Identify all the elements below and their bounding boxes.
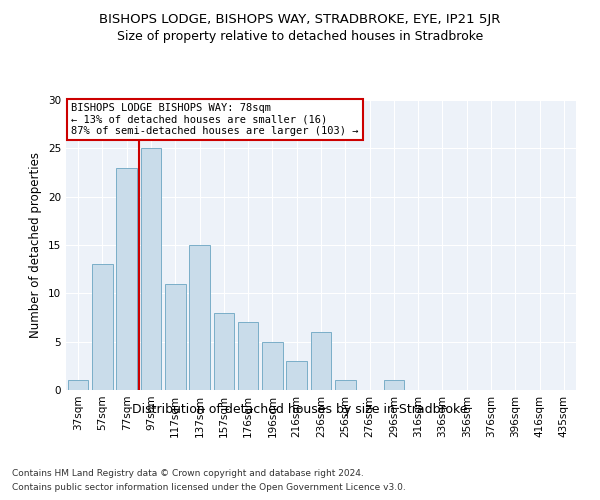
Bar — [214, 312, 234, 390]
Text: BISHOPS LODGE, BISHOPS WAY, STRADBROKE, EYE, IP21 5JR: BISHOPS LODGE, BISHOPS WAY, STRADBROKE, … — [100, 12, 500, 26]
Bar — [383, 380, 404, 390]
Bar — [92, 264, 113, 390]
Bar — [140, 148, 161, 390]
Bar — [116, 168, 137, 390]
Y-axis label: Number of detached properties: Number of detached properties — [29, 152, 43, 338]
Text: BISHOPS LODGE BISHOPS WAY: 78sqm
← 13% of detached houses are smaller (16)
87% o: BISHOPS LODGE BISHOPS WAY: 78sqm ← 13% o… — [71, 103, 359, 136]
Text: Distribution of detached houses by size in Stradbroke: Distribution of detached houses by size … — [132, 402, 468, 415]
Text: Contains HM Land Registry data © Crown copyright and database right 2024.: Contains HM Land Registry data © Crown c… — [12, 468, 364, 477]
Bar — [68, 380, 88, 390]
Bar — [262, 342, 283, 390]
Bar — [238, 322, 259, 390]
Bar — [311, 332, 331, 390]
Bar — [286, 361, 307, 390]
Bar — [165, 284, 185, 390]
Bar — [335, 380, 356, 390]
Text: Contains public sector information licensed under the Open Government Licence v3: Contains public sector information licen… — [12, 484, 406, 492]
Text: Size of property relative to detached houses in Stradbroke: Size of property relative to detached ho… — [117, 30, 483, 43]
Bar — [189, 245, 210, 390]
